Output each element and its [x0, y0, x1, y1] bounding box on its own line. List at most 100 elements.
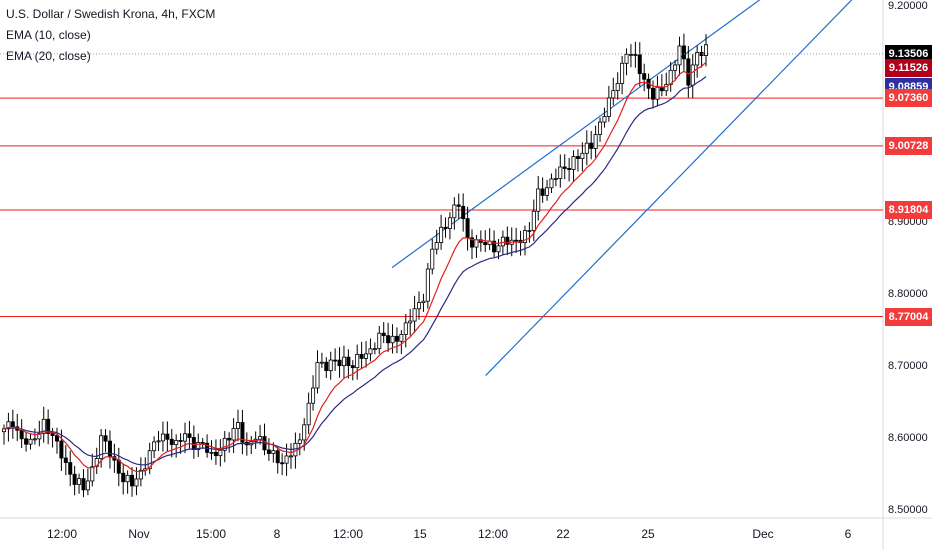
price-tag-ema10-1: 9.11526	[885, 59, 932, 78]
price-tag-level-6: 8.77004	[885, 307, 932, 326]
candle-body	[664, 84, 669, 92]
candle-body	[695, 52, 700, 66]
candle-body	[147, 450, 152, 470]
candle-body	[311, 387, 316, 404]
candle-body	[642, 73, 647, 80]
candle-body	[633, 54, 638, 56]
candle-body	[545, 187, 550, 196]
candle-body	[130, 474, 135, 487]
candle-body	[589, 142, 594, 149]
candle-body	[686, 58, 691, 86]
candle-body	[704, 44, 709, 56]
price-tag-level-4: 9.00728	[885, 136, 932, 155]
candle-body	[107, 440, 112, 458]
candle-body	[284, 455, 289, 464]
candle-body	[191, 437, 196, 451]
candle-body	[116, 459, 121, 474]
candle-body	[218, 449, 223, 457]
candle-body	[280, 462, 285, 465]
candle-body	[598, 121, 603, 135]
y-tick-label-3: 8.70000	[888, 359, 928, 372]
candle-body	[63, 457, 68, 463]
candle-body	[41, 418, 46, 434]
candle-body	[315, 362, 320, 389]
x-tick-label-9: Dec	[752, 527, 774, 541]
y-tick-label-5: 8.50000	[888, 503, 928, 516]
candle-body	[85, 480, 90, 491]
candle-body	[412, 308, 417, 322]
candle-body	[165, 433, 170, 440]
candle-body	[266, 449, 271, 454]
candle-body	[461, 205, 466, 220]
candle-body	[32, 438, 37, 441]
candle-body	[306, 402, 311, 426]
candle-body	[72, 473, 77, 485]
candle-body	[377, 332, 382, 350]
ema10-legend: EMA (10, close)	[6, 28, 91, 42]
candle-body	[271, 450, 276, 454]
candle-body	[99, 435, 104, 459]
candle-body	[103, 435, 108, 442]
candle-body	[514, 239, 519, 242]
channel-lower-line	[485, 0, 853, 376]
candle-body	[156, 440, 161, 443]
candle-body	[443, 226, 448, 229]
x-tick-label-4: 12:00	[332, 527, 364, 541]
candle-body	[390, 335, 395, 344]
candle-body	[372, 348, 377, 351]
candle-body	[183, 433, 188, 442]
candle-body	[187, 433, 192, 438]
candle-body	[200, 442, 205, 444]
candle-body	[288, 455, 293, 458]
ema20-line	[3, 76, 707, 466]
candle-body	[37, 433, 42, 440]
candle-body	[235, 422, 240, 429]
candle-body	[584, 142, 589, 154]
candle-body	[668, 69, 673, 85]
candle-body	[558, 166, 563, 179]
candle-body	[531, 210, 536, 231]
candle-body	[452, 204, 457, 219]
candle-body	[394, 335, 399, 342]
candle-body	[10, 421, 15, 428]
candle-body	[121, 472, 126, 483]
candle-body	[152, 441, 157, 452]
candle-body	[690, 64, 695, 86]
candle-body	[381, 332, 386, 337]
candle-body	[324, 361, 329, 372]
candle-body	[496, 245, 501, 253]
candle-body	[178, 440, 183, 442]
candle-body	[364, 353, 369, 359]
x-tick-label-8: 25	[641, 527, 655, 541]
candle-body	[522, 230, 527, 244]
candle-body	[368, 348, 373, 355]
candle-body	[77, 478, 82, 485]
x-tick-label-5: 15	[413, 527, 427, 541]
candle-body	[549, 178, 554, 189]
price-tag-level-3: 9.07360	[885, 89, 932, 108]
candle-body	[492, 240, 497, 253]
candle-body	[386, 335, 391, 344]
price-tag-level-5: 8.91804	[885, 201, 932, 220]
candle-body	[571, 156, 576, 170]
candle-body	[350, 365, 355, 369]
candle-body	[213, 451, 218, 457]
price-tag-last-0: 9.13506	[885, 44, 932, 63]
candle-body	[399, 334, 404, 342]
candle-body	[196, 442, 201, 451]
candle-body	[593, 134, 598, 149]
candle-body	[580, 152, 585, 159]
candle-body	[209, 451, 214, 454]
candle-body	[611, 90, 616, 99]
candle-body	[408, 320, 413, 324]
candle-body	[439, 226, 444, 243]
candle-body	[465, 218, 470, 239]
candle-body	[90, 466, 95, 482]
candle-body	[681, 45, 686, 60]
y-tick-label-2: 8.80000	[888, 287, 928, 300]
candle-body	[421, 300, 426, 304]
candle-body	[240, 422, 245, 443]
candle-body	[297, 439, 302, 444]
